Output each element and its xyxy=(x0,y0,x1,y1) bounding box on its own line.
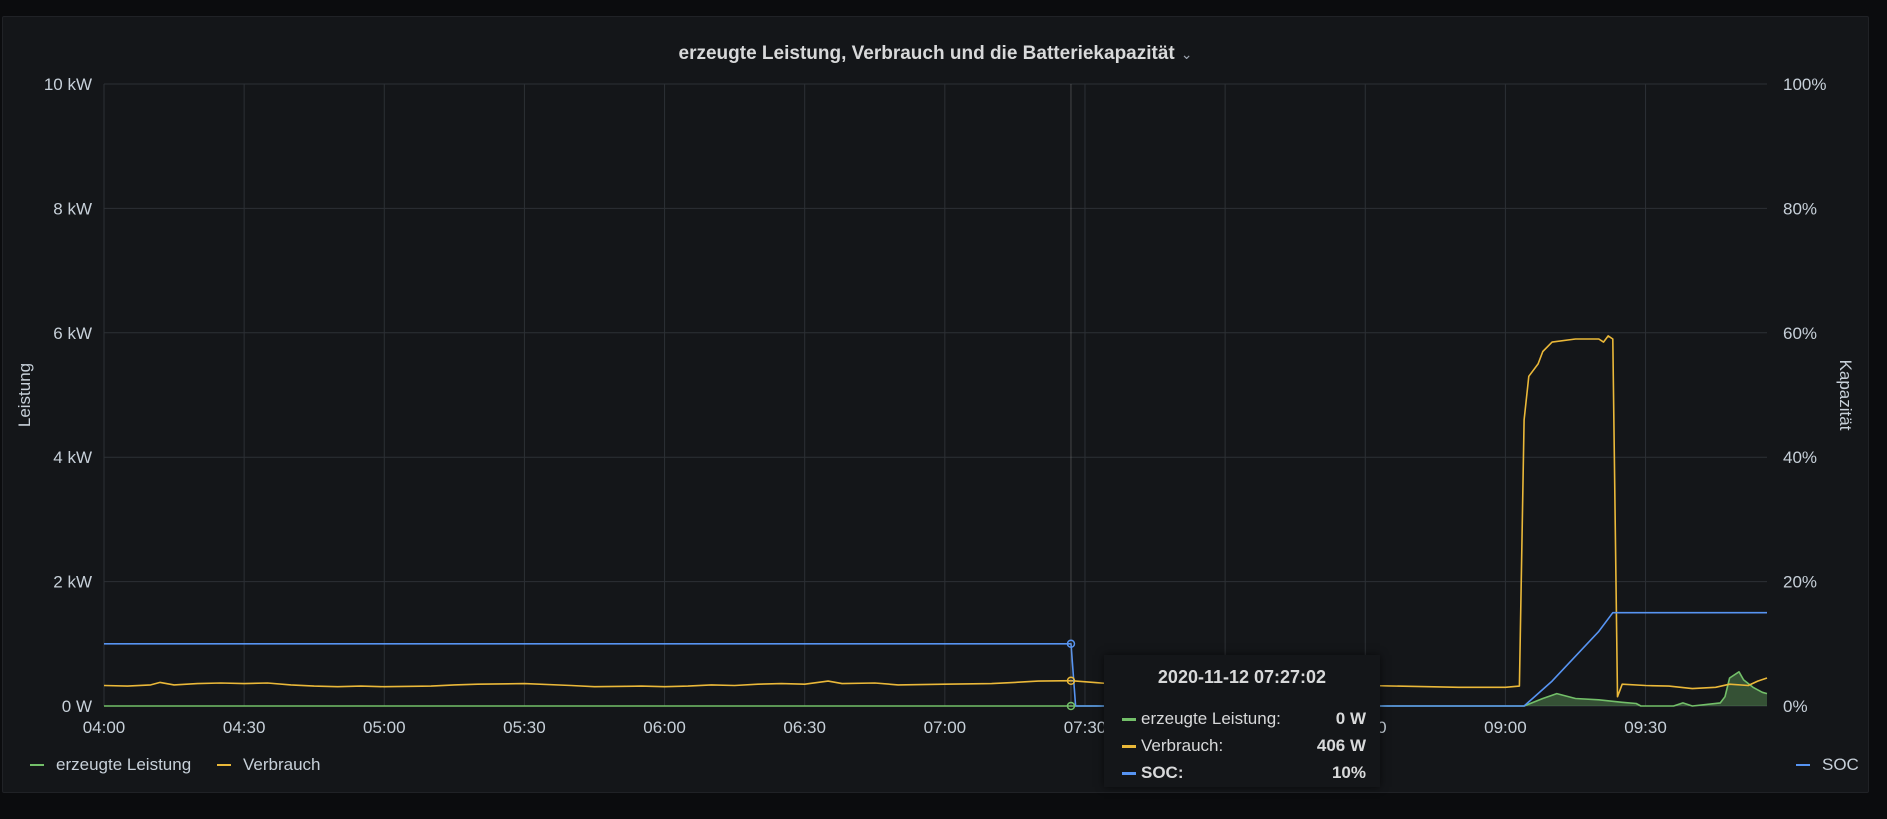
tooltip-label: erzeugte Leistung: xyxy=(1141,709,1281,728)
legend-label: Verbrauch xyxy=(243,755,321,774)
series-area-erzeugte-leistung xyxy=(104,671,1767,706)
x-tick-label: 09:00 xyxy=(1484,718,1527,737)
y2-tick-label: 20% xyxy=(1783,573,1817,592)
legend-swatch xyxy=(30,764,44,766)
tooltip-label: SOC: xyxy=(1141,763,1184,782)
x-tick-label: 09:30 xyxy=(1624,718,1667,737)
y2-tick-label: 40% xyxy=(1783,448,1817,467)
y2-tick-label: 80% xyxy=(1783,199,1817,218)
y2-axis-title: Kapazität xyxy=(1836,360,1855,431)
tooltip-value: 406 W xyxy=(1316,736,1366,755)
legend-item-verbrauch[interactable]: Verbrauch xyxy=(217,755,321,775)
y2-tick-label: 60% xyxy=(1783,324,1817,343)
x-tick-label: 04:30 xyxy=(223,718,266,737)
x-tick-label: 06:00 xyxy=(643,718,686,737)
tooltip-row-verbrauch: Verbrauch: 406 W xyxy=(1122,736,1366,756)
x-tick-label: 06:30 xyxy=(783,718,826,737)
series-line-erzeugte-leistung[interactable] xyxy=(104,671,1768,707)
legend-label: SOC xyxy=(1822,755,1859,774)
x-tick-label: 04:00 xyxy=(83,718,126,737)
tooltip-row-erzeugte-leistung: erzeugte Leistung: 0 W xyxy=(1122,709,1366,729)
tooltip-time: 2020-11-12 07:27:02 xyxy=(1157,667,1327,687)
y2-tick-label: 0% xyxy=(1783,697,1808,716)
panel-title[interactable]: erzeugte Leistung, Verbrauch und die Bat… xyxy=(3,43,1868,65)
x-tick-label: 07:30 xyxy=(1064,718,1107,737)
tooltip-swatch xyxy=(1122,744,1136,748)
tooltip-value: 0 W xyxy=(1335,709,1366,728)
y2-tick-label: 100% xyxy=(1783,75,1826,94)
tooltip-swatch xyxy=(1122,771,1136,775)
y-tick-label: 0 W xyxy=(62,697,92,716)
y-tick-label: 10 kW xyxy=(44,75,92,94)
panel-title-text: erzeugte Leistung, Verbrauch und die Bat… xyxy=(678,43,1175,64)
x-tick-label: 07:00 xyxy=(924,718,967,737)
y-axis-title: Leistung xyxy=(15,363,34,427)
legend-swatch xyxy=(1796,764,1810,766)
chevron-down-icon[interactable]: ⌄ xyxy=(1180,46,1193,62)
legend-label: erzeugte Leistung xyxy=(56,755,192,774)
tooltip-value: 10% xyxy=(1331,763,1366,782)
tooltip-label: Verbrauch: xyxy=(1141,736,1224,755)
legend-item-erzeugte-leistung[interactable]: erzeugte Leistung xyxy=(30,755,191,775)
graph-panel: erzeugte Leistung, Verbrauch und die Bat… xyxy=(2,16,1869,793)
series-line-verbrauch[interactable] xyxy=(103,335,1768,698)
y-tick-label: 2 kW xyxy=(53,573,92,592)
hover-point-soc xyxy=(1066,639,1076,649)
legend-swatch xyxy=(217,764,231,766)
hover-point-verbrauch xyxy=(1066,676,1076,685)
tooltip-row-soc: SOC: 10% xyxy=(1122,763,1366,783)
tooltip-swatch xyxy=(1122,717,1136,721)
legend-item-soc[interactable]: SOC xyxy=(1796,755,1859,775)
x-tick-label: 05:00 xyxy=(363,718,406,737)
hover-point-erzeugte-leistung xyxy=(1066,701,1076,711)
series-line-soc[interactable] xyxy=(104,611,1767,707)
y-tick-label: 8 kW xyxy=(53,199,92,218)
x-tick-label: 05:30 xyxy=(503,718,546,737)
y-tick-label: 4 kW xyxy=(53,448,92,467)
hover-tooltip: 2020-11-12 07:27:02 erzeugte Leistung: 0… xyxy=(1104,655,1380,787)
y-tick-label: 6 kW xyxy=(53,324,92,343)
